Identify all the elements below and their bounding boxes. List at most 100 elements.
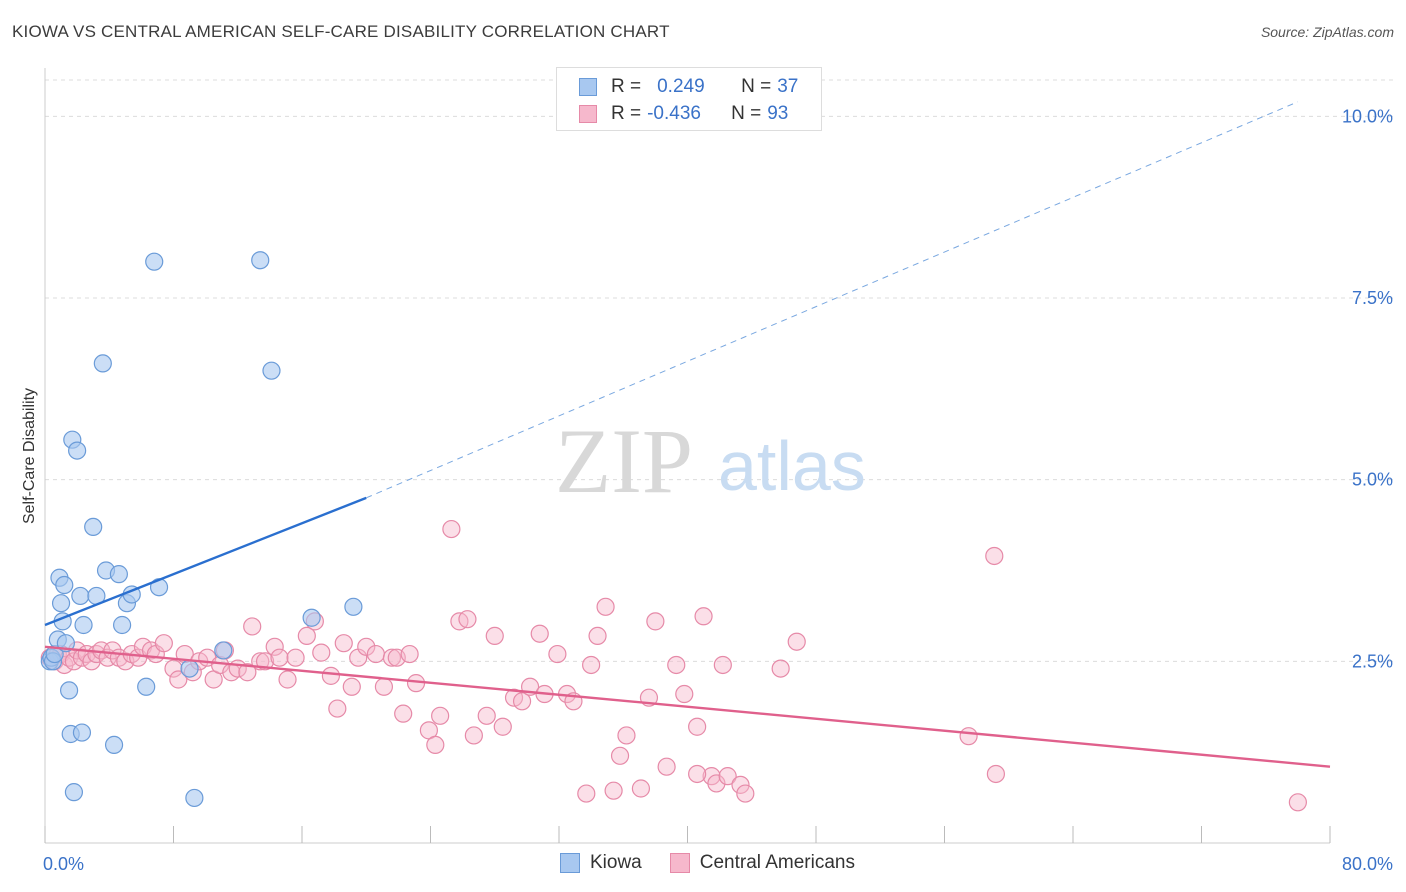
kiowa-trend-extension — [366, 101, 1299, 499]
central-americans-point — [442, 519, 461, 539]
central-americans-point — [400, 644, 419, 664]
kiowa-legend-swatch — [560, 853, 580, 873]
central-americans-point — [464, 726, 483, 745]
y-tick-label: 5.0% — [1352, 470, 1393, 490]
central-americans-point — [787, 632, 806, 651]
watermark: ZIP atlas — [555, 410, 866, 512]
kiowa-point — [93, 354, 112, 373]
legend-row-central: R = -0.436 N = 93 — [579, 101, 788, 127]
axes — [44, 68, 1331, 844]
central-americans-point — [688, 717, 707, 736]
central-r-label: R = — [611, 103, 642, 124]
central-americans-point — [959, 727, 978, 746]
kiowa-point — [145, 252, 164, 271]
central-americans-point — [986, 764, 1006, 784]
kiowa-point — [344, 597, 363, 616]
central-americans-point — [736, 784, 755, 803]
central-americans-point — [604, 781, 623, 800]
central-americans-point — [270, 648, 289, 667]
kiowa-point — [251, 251, 270, 270]
central-americans-point — [366, 644, 385, 664]
kiowa-point — [180, 659, 199, 678]
central-americans-point — [688, 764, 707, 784]
central-americans-point — [297, 626, 316, 646]
watermark-atlas: atlas — [718, 427, 866, 505]
central-americans-point — [286, 648, 305, 667]
legend-row-kiowa: R = 0.249 N = 37 — [579, 74, 798, 100]
central-americans-point — [512, 692, 532, 711]
kiowa-point — [214, 641, 233, 660]
kiowa-point — [72, 723, 92, 742]
central-americans-point — [596, 597, 615, 616]
central-americans-trend-line — [44, 645, 1331, 768]
y-tick-label: 7.5% — [1352, 288, 1393, 308]
central-n-value: 93 — [767, 103, 789, 124]
kiowa-point — [84, 517, 103, 537]
central-americans-point — [169, 670, 188, 689]
kiowa-swatch — [579, 78, 597, 96]
central-americans-point — [707, 774, 726, 793]
central-americans-point — [657, 757, 676, 776]
central-americans-point — [731, 775, 750, 794]
kiowa-point — [262, 361, 281, 380]
central-americans-point — [278, 670, 297, 689]
kiowa-trend-line — [44, 496, 367, 627]
central-americans-point — [610, 746, 630, 765]
central-americans-point — [694, 607, 713, 626]
central-americans-point — [548, 644, 567, 664]
legend-item-central[interactable]: Central Americans — [669, 852, 855, 874]
central-legend-swatch — [669, 853, 690, 873]
central-americans-point — [675, 684, 694, 704]
x-tick-label: 0.0% — [43, 854, 84, 874]
central-americans-point — [431, 706, 450, 725]
central-americans-point — [713, 655, 732, 675]
kiowa-point — [302, 608, 321, 627]
central-americans-point — [582, 655, 601, 675]
trend-lines — [44, 101, 1331, 768]
chart-title: KIOWA VS CENTRAL AMERICAN SELF-CARE DISA… — [12, 22, 670, 41]
central-americans-point — [342, 677, 361, 696]
central-americans-point — [243, 617, 262, 636]
kiowa-r-value: 0.249 — [657, 76, 705, 97]
y-axis-label: Self-Care Disability — [21, 388, 38, 524]
central-n-label: N = — [731, 103, 762, 124]
central-americans-point — [985, 546, 1004, 566]
central-americans-point — [477, 706, 496, 725]
central-americans-point — [617, 726, 636, 745]
series-legend: Kiowa Central Americans — [560, 852, 883, 874]
kiowa-point — [137, 677, 156, 696]
kiowa-point — [112, 615, 132, 635]
kiowa-points — [40, 251, 363, 808]
central-americans-point — [493, 717, 512, 736]
central-americans-point — [577, 784, 596, 803]
tick-labels: 2.5% 5.0% 7.5% 10.0% 0.0% 80.0% — [43, 106, 1393, 874]
central-americans-point — [426, 735, 445, 755]
source-label: Source: ZipAtlas.com — [1260, 24, 1394, 40]
central-americans-point — [321, 666, 341, 685]
kiowa-r-label: R = — [611, 76, 642, 97]
central-americans-point — [718, 767, 737, 786]
watermark-zip: ZIP — [555, 410, 693, 512]
central-r-value: -0.436 — [647, 103, 701, 124]
central-americans-point — [588, 626, 607, 646]
kiowa-n-value: 37 — [777, 76, 799, 97]
central-americans-point — [485, 626, 504, 646]
central-americans-point — [394, 704, 413, 723]
central-americans-points — [40, 519, 1307, 812]
central-americans-point — [771, 659, 790, 678]
kiowa-point — [74, 615, 93, 635]
kiowa-point — [55, 575, 74, 595]
central-americans-point — [357, 637, 376, 656]
central-americans-point — [328, 699, 347, 718]
x-tick-label: 80.0% — [1342, 854, 1393, 874]
kiowa-legend-label: Kiowa — [590, 852, 642, 873]
kiowa-point — [64, 783, 84, 802]
kiowa-point — [68, 441, 87, 460]
central-americans-point — [238, 663, 257, 682]
y-tick-label: 2.5% — [1352, 651, 1393, 671]
y-tick-label: 10.0% — [1342, 106, 1393, 126]
central-americans-point — [312, 643, 331, 662]
legend-item-kiowa[interactable]: Kiowa — [560, 852, 642, 874]
central-americans-point — [255, 652, 275, 671]
kiowa-point — [51, 594, 71, 613]
